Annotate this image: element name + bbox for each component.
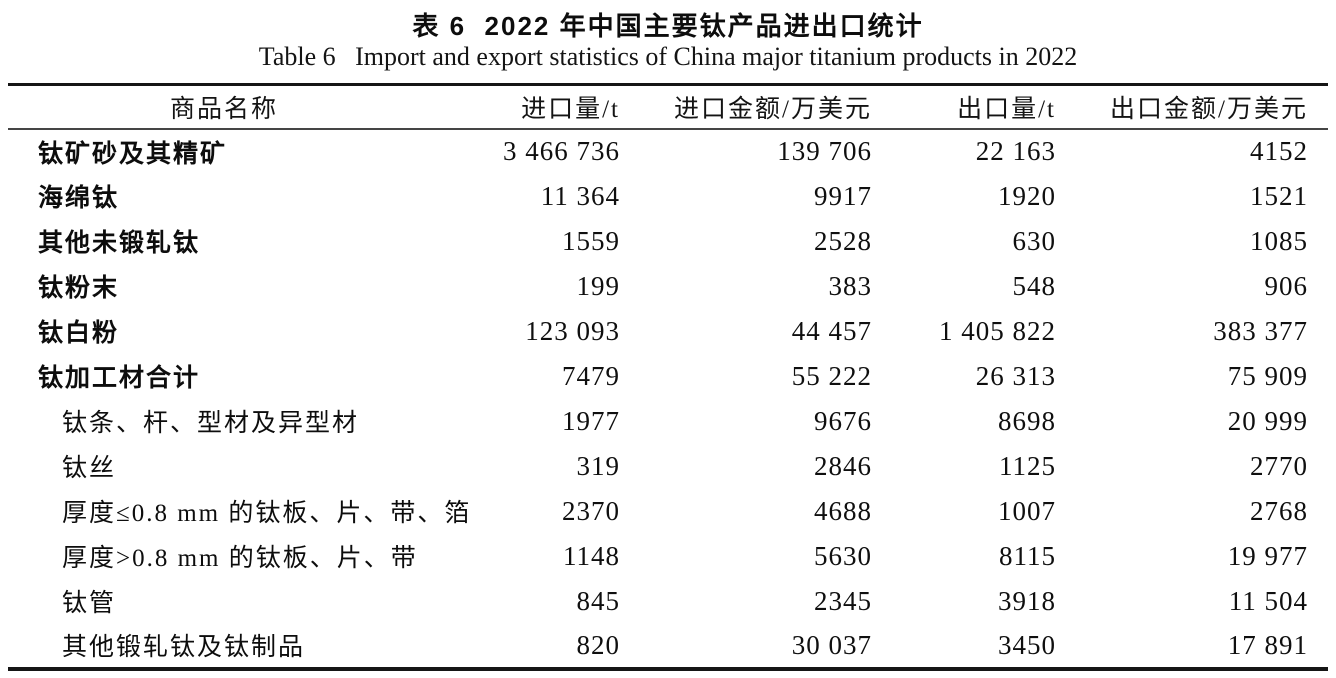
import-qty-cell: 3 466 736 [503, 136, 620, 166]
export-qty-cell: 1007 [998, 495, 1056, 526]
table-row: 钛粉末 199 383 548 906 [8, 264, 1328, 309]
import-qty-cell: 820 [576, 629, 620, 660]
export-value-cell: 906 [1264, 270, 1308, 301]
product-name-cell: 海绵钛 [38, 184, 120, 212]
product-name-cell: 厚度>0.8 mm 的钛板、片、带 [62, 545, 418, 572]
table-row: 钛加工材合计 7479 55 222 26 313 75 909 [8, 354, 1328, 399]
table-row: 其他未锻轧钛 1559 2528 630 1085 [8, 219, 1328, 264]
table-header: 商品名称 进口量/t 进口金额/万美元 出口量/t 出口金额/万美元 [8, 84, 1328, 130]
column-header-import-value: 进口金额/万美元 [622, 84, 874, 130]
column-header-export-qty: 出口量/t [874, 84, 1058, 130]
import-value-cell: 4688 [814, 495, 872, 526]
table-row: 厚度≤0.8 mm 的钛板、片、带、箔 2370 4688 1007 2768 [8, 489, 1328, 534]
product-name-cell: 其他锻轧钛及钛制品 [62, 634, 306, 661]
export-qty-cell: 548 [1012, 270, 1056, 301]
export-value-cell: 11 504 [1228, 585, 1308, 616]
import-qty-cell: 2370 [562, 495, 620, 526]
export-value-cell: 19 977 [1227, 540, 1308, 571]
table-row: 钛矿砂及其精矿 3 466 736 139 706 22 163 4152 [8, 129, 1328, 174]
product-name-cell: 其他未锻轧钛 [38, 229, 201, 257]
header-row: 商品名称 进口量/t 进口金额/万美元 出口量/t 出口金额/万美元 [8, 84, 1328, 130]
export-qty-cell: 3918 [998, 585, 1056, 616]
product-name-cell: 钛粉末 [38, 274, 120, 302]
export-qty-cell: 8698 [998, 405, 1056, 436]
export-value-cell: 2770 [1250, 450, 1308, 481]
column-header-export-value: 出口金额/万美元 [1058, 84, 1328, 130]
export-value-cell: 1085 [1250, 225, 1308, 256]
export-value-cell: 20 999 [1227, 405, 1308, 436]
import-qty-cell: 11 364 [540, 180, 620, 211]
product-name-cell: 钛白粉 [38, 319, 120, 347]
import-qty-cell: 1559 [562, 225, 620, 256]
import-value-cell: 30 037 [791, 629, 872, 660]
import-value-cell: 2528 [814, 225, 872, 256]
import-value-cell: 44 457 [791, 315, 872, 346]
import-export-statistics-table: 商品名称 进口量/t 进口金额/万美元 出口量/t 出口金额/万美元 钛矿砂及其… [8, 83, 1328, 671]
product-name-cell: 钛加工材合计 [38, 364, 201, 392]
export-qty-cell: 3450 [998, 629, 1056, 660]
export-value-cell: 1521 [1250, 180, 1308, 211]
import-qty-cell: 319 [576, 450, 620, 481]
import-qty-cell: 123 093 [525, 315, 620, 346]
column-header-import-qty: 进口量/t [440, 84, 622, 130]
table-row: 钛条、杆、型材及异型材 1977 9676 8698 20 999 [8, 399, 1328, 444]
product-name-cell: 厚度≤0.8 mm 的钛板、片、带、箔 [62, 500, 472, 527]
export-qty-cell: 630 [1012, 225, 1056, 256]
import-value-cell: 383 [828, 270, 872, 301]
column-header-product-name: 商品名称 [8, 84, 440, 130]
table-title-english: Table 6 Import and export statistics of … [258, 42, 1078, 71]
import-value-cell: 2846 [814, 450, 872, 481]
import-value-cell: 9917 [814, 180, 872, 211]
export-value-cell: 383 377 [1213, 315, 1308, 346]
product-name-cell: 钛管 [62, 590, 117, 617]
import-value-cell: 5630 [814, 540, 872, 571]
table-row: 钛丝 319 2846 1125 2770 [8, 444, 1328, 489]
import-qty-cell: 1977 [562, 405, 620, 436]
export-qty-cell: 1 405 822 [939, 315, 1056, 346]
import-qty-cell: 7479 [562, 360, 620, 391]
export-value-cell: 75 909 [1227, 360, 1308, 391]
table-row: 钛白粉 123 093 44 457 1 405 822 383 377 [8, 309, 1328, 354]
import-value-cell: 55 222 [791, 360, 872, 391]
table-row: 厚度>0.8 mm 的钛板、片、带 1148 5630 8115 19 977 [8, 534, 1328, 579]
export-qty-cell: 8115 [999, 540, 1056, 571]
export-qty-cell: 26 313 [975, 360, 1056, 391]
export-qty-cell: 22 163 [975, 136, 1056, 166]
table-row: 其他锻轧钛及钛制品 820 30 037 3450 17 891 [8, 624, 1328, 669]
product-name-cell: 钛矿砂及其精矿 [38, 139, 228, 168]
table-title-chinese: 表 6 2022 年中国主要钛产品进出口统计 [412, 11, 924, 41]
import-value-cell: 139 706 [777, 136, 872, 166]
table-row: 海绵钛 11 364 9917 1920 1521 [8, 174, 1328, 219]
export-qty-cell: 1125 [999, 450, 1056, 481]
export-value-cell: 2768 [1250, 495, 1308, 526]
product-name-cell: 钛条、杆、型材及异型材 [62, 410, 360, 437]
import-qty-cell: 845 [576, 585, 620, 616]
import-qty-cell: 199 [576, 270, 620, 301]
table-row: 钛管 845 2345 3918 11 504 [8, 579, 1328, 624]
export-value-cell: 17 891 [1227, 629, 1308, 660]
product-name-cell: 钛丝 [62, 455, 117, 482]
export-qty-cell: 1920 [998, 180, 1056, 211]
import-qty-cell: 1148 [563, 540, 620, 571]
table-body: 钛矿砂及其精矿 3 466 736 139 706 22 163 4152 海绵钛 11 3… [8, 129, 1328, 669]
import-value-cell: 2345 [814, 585, 872, 616]
import-value-cell: 9676 [814, 405, 872, 436]
export-value-cell: 4152 [1250, 136, 1308, 166]
